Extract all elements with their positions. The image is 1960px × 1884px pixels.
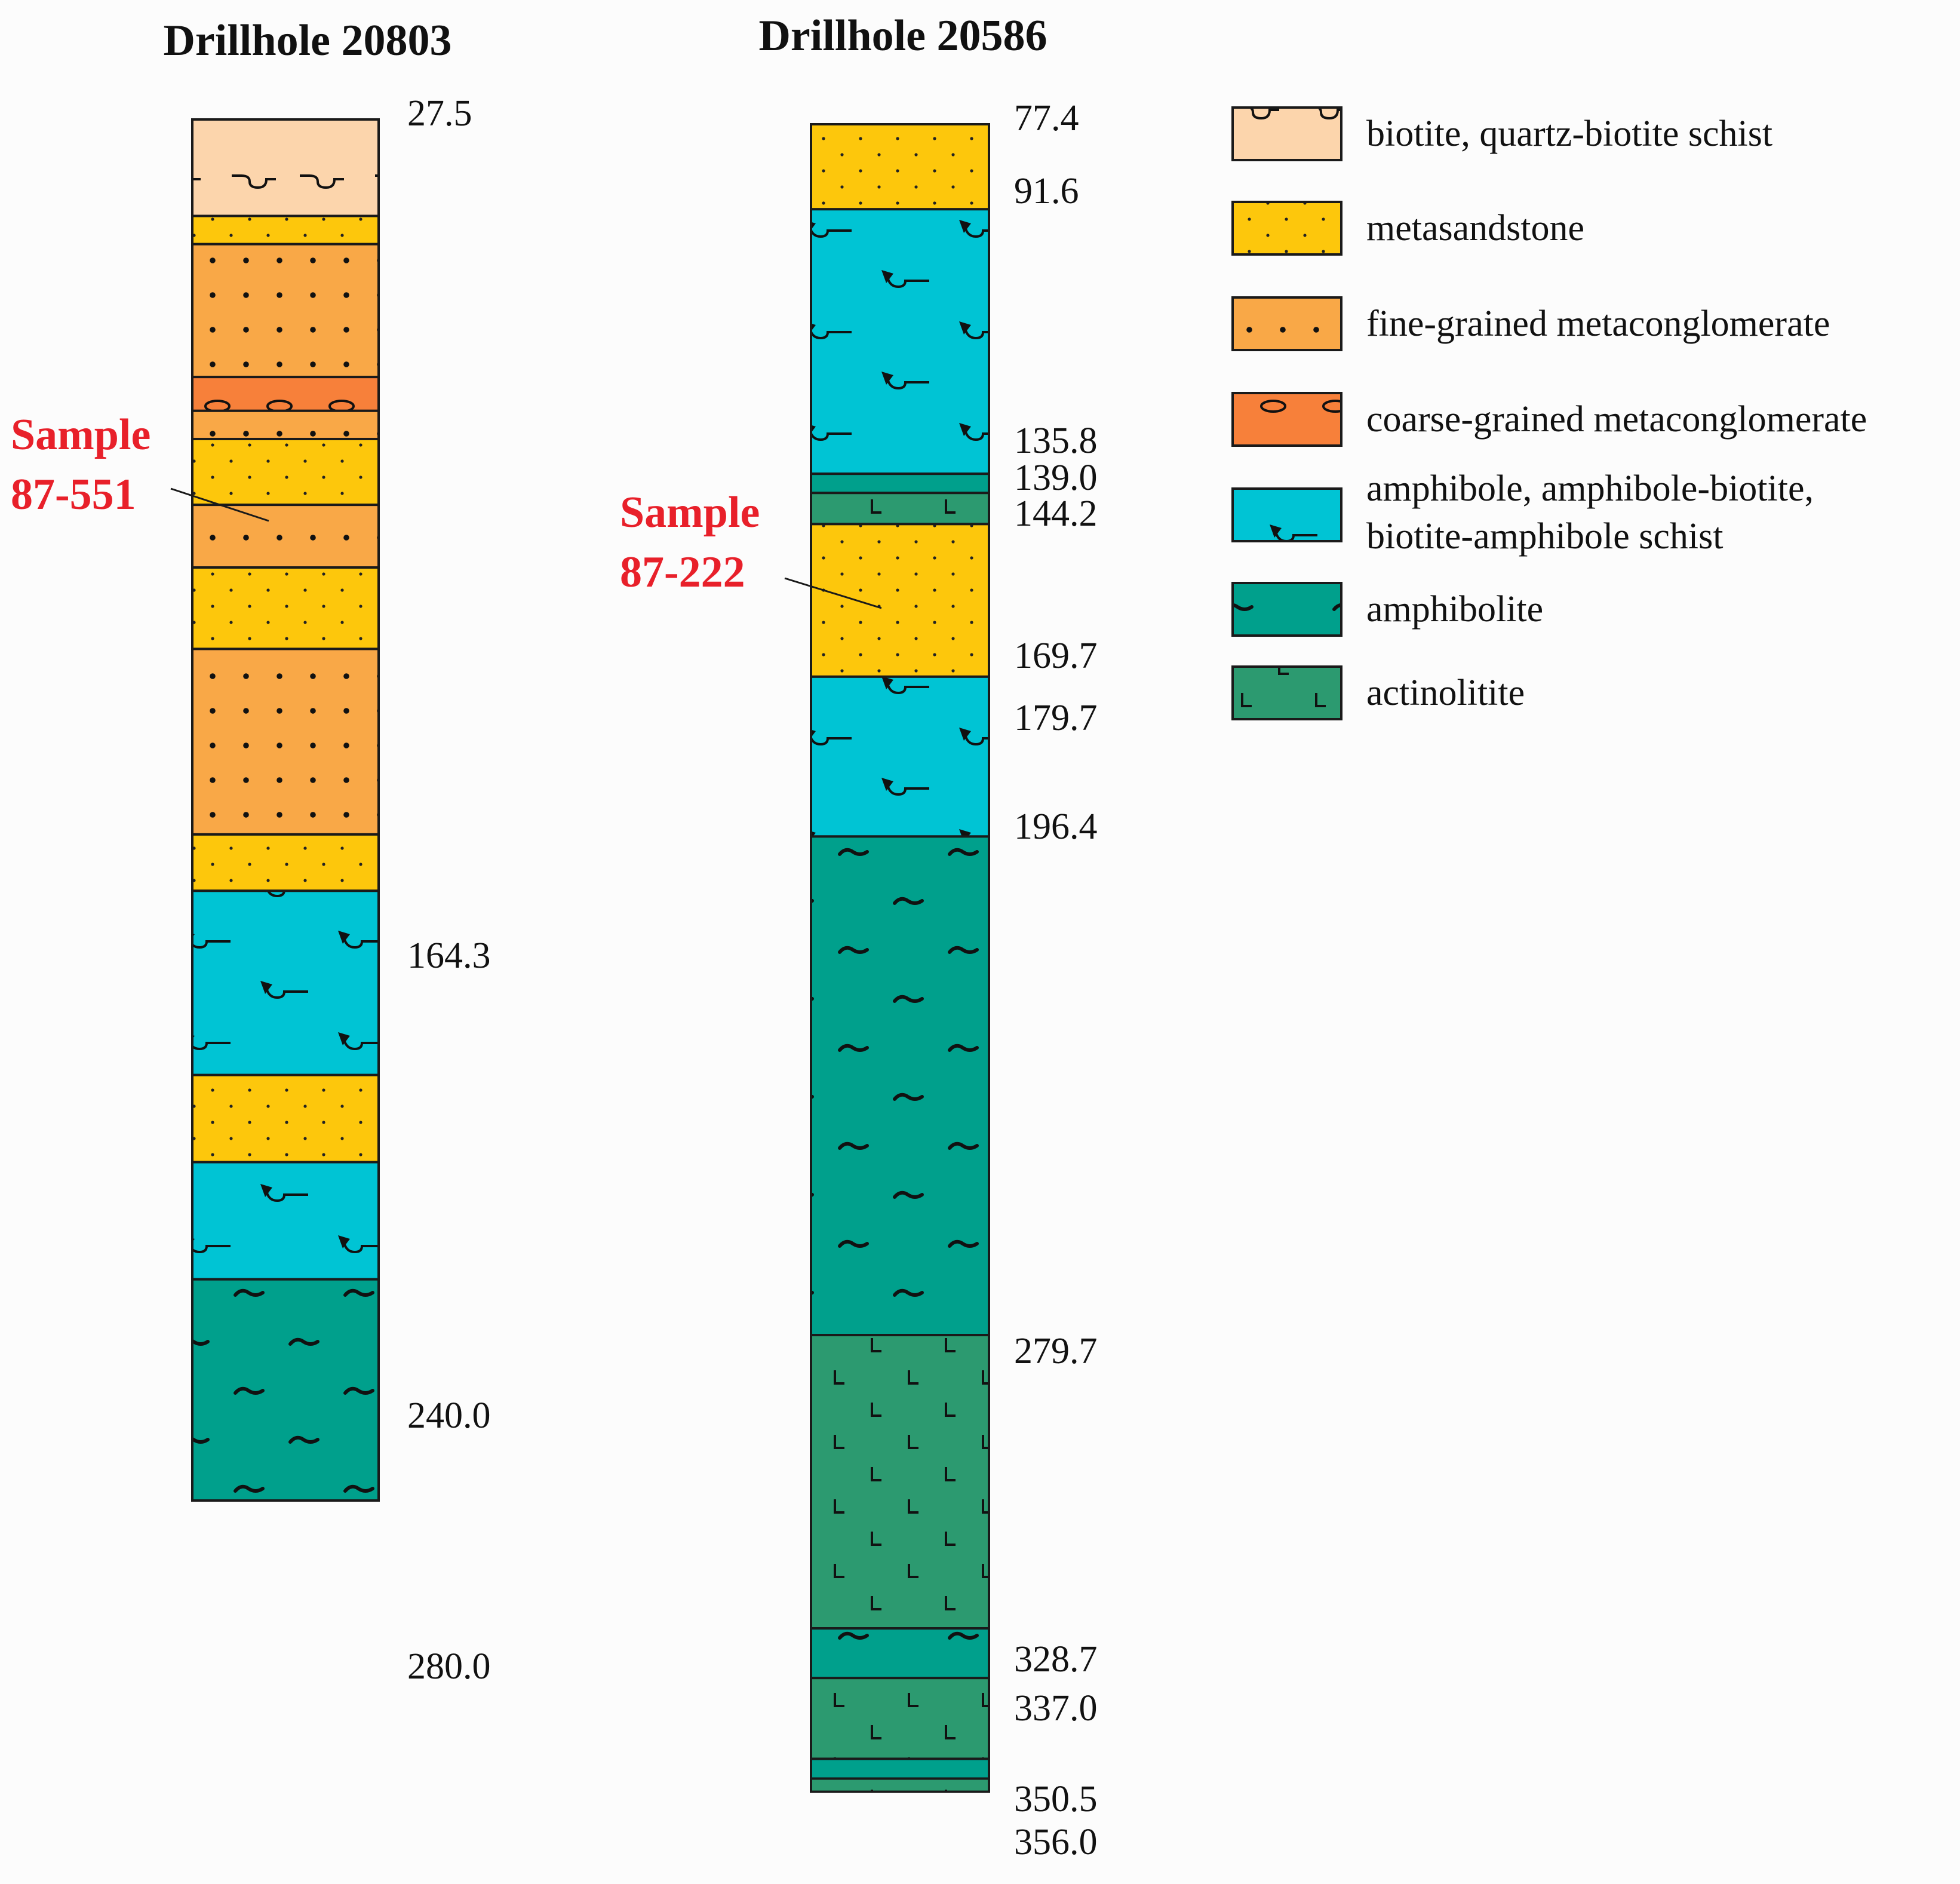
layer-fine-conglomerate [191,648,380,836]
layer-fine-conglomerate [191,409,380,440]
layer-actinolitite [810,1677,990,1760]
sample-label: Sample [11,410,150,459]
layer-amphibole-schist [810,208,990,475]
drillhole-title: Drillhole 20803 [163,16,451,65]
legend-label: biotite, quartz-biotite schist [1366,113,1772,154]
layer-metasandstone [810,523,990,678]
depth-label: 91.6 [1014,171,1079,211]
layer-actinolitite [810,1334,990,1630]
layer-amphibolite [810,472,990,495]
depth-label: 328.7 [1014,1639,1098,1680]
legend-label: actinolitite [1366,673,1525,713]
depth-label: 280.0 [407,1646,491,1687]
layer-actinolitite [810,492,990,526]
depth-label: 356.0 [1014,1822,1098,1862]
depth-label: 179.7 [1014,698,1098,738]
layer-metasandstone [191,1073,380,1164]
depth-label: 169.7 [1014,636,1098,676]
layer-amphibolite [810,1627,990,1680]
legend-swatch-amphibole-schist [1231,487,1342,542]
sample-label: 87-551 [11,470,136,519]
sample-leader-line [784,577,882,609]
layer-amphibole-schist [810,675,990,838]
layer-coarse-conglomerate [191,376,380,412]
legend-label: fine-grained metaconglomerate [1366,303,1830,344]
layer-amphibolite [810,835,990,1337]
legend-swatch-biotite-schist [1231,106,1342,161]
drillhole-20803: Drillhole 20803 27.5 164.3 240.0 280.0 Sample… [11,16,491,1687]
legend-swatch-fine-conglomerate [1231,296,1342,351]
layer-metasandstone [810,123,990,211]
layer-fine-conglomerate [191,243,380,379]
depth-label: 350.5 [1014,1779,1098,1819]
layer-amphibole-schist [191,889,380,1076]
drillhole-title: Drillhole 20586 [758,11,1047,60]
layer-fine-conglomerate [191,504,380,569]
layer-metasandstone [191,566,380,650]
depth-label: 164.3 [407,935,491,976]
depth-label: 196.4 [1014,806,1098,847]
depth-label: 27.5 [407,93,472,134]
legend-label: coarse-grained metaconglomerate [1366,399,1867,440]
legend-swatch-actinolitite [1231,665,1342,720]
depth-label: 135.8 [1014,421,1098,461]
layer-metasandstone [191,437,380,507]
layer-amphibole-schist [191,1161,380,1281]
legend-label: amphibole, amphibole-biotite, [1366,468,1814,509]
sample-label: Sample [620,488,760,537]
depth-label: 144.2 [1014,493,1098,534]
legend-swatch-amphibolite [1231,582,1342,637]
layer-amphibolite [810,1757,990,1780]
depth-label: 77.4 [1014,98,1079,139]
legend-swatch-metasandstone [1231,201,1342,256]
sample-label: 87-222 [620,548,745,597]
depth-label: 139.0 [1014,458,1098,498]
depth-label: 240.0 [407,1395,491,1436]
depth-label: 337.0 [1014,1688,1098,1729]
layer-biotite-schist [191,118,380,217]
layer-amphibolite [191,1278,380,1502]
legend-swatch-coarse-conglomerate [1231,392,1342,447]
legend-label: biotite-amphibole schist [1366,516,1724,557]
sample-leader-line [170,487,269,522]
legend-label: metasandstone [1366,208,1584,248]
depth-label: 279.7 [1014,1331,1098,1371]
lithology-legend: biotite, quartz-biotite schist metasandst… [1231,106,1867,720]
layer-metasandstone [191,214,380,246]
legend-label: amphibolite [1366,589,1543,630]
layer-metasandstone [191,833,380,892]
layer-actinolitite [810,1777,990,1793]
